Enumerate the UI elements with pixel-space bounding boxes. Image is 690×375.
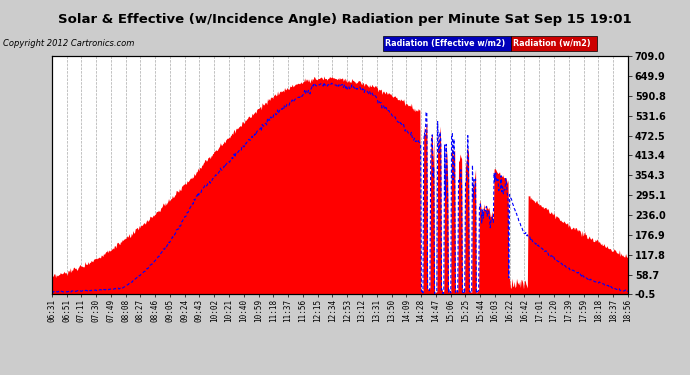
Text: Solar & Effective (w/Incidence Angle) Radiation per Minute Sat Sep 15 19:01: Solar & Effective (w/Incidence Angle) Ra… xyxy=(58,13,632,26)
Text: Radiation (w/m2): Radiation (w/m2) xyxy=(513,39,590,48)
Text: Radiation (Effective w/m2): Radiation (Effective w/m2) xyxy=(385,39,505,48)
Text: Copyright 2012 Cartronics.com: Copyright 2012 Cartronics.com xyxy=(3,39,135,48)
